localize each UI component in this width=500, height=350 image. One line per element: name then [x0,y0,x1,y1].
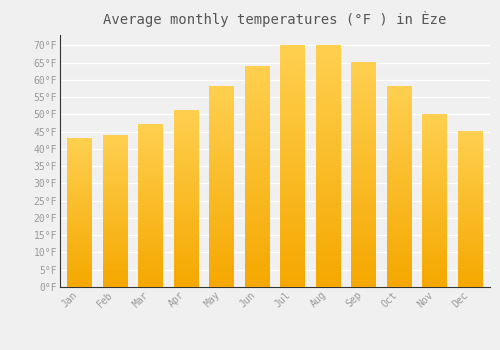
Title: Average monthly temperatures (°F ) in Èze: Average monthly temperatures (°F ) in Èz… [104,11,446,27]
